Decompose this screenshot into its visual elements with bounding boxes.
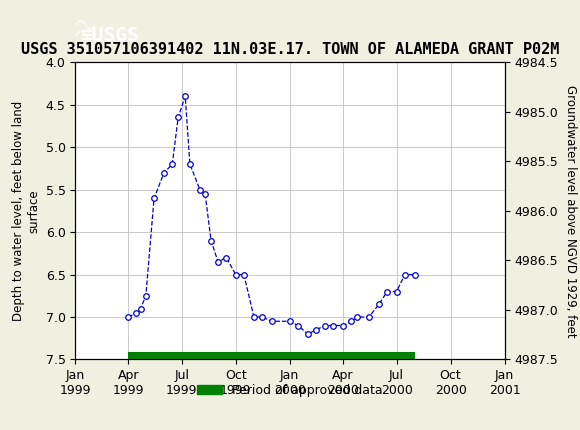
Text: ≡USGS: ≡USGS [79, 26, 139, 45]
Legend: Period of approved data: Period of approved data [192, 379, 388, 402]
Y-axis label: Groundwater level above NGVD 1929, feet: Groundwater level above NGVD 1929, feet [564, 85, 577, 337]
Y-axis label: Depth to water level, feet below land
surface: Depth to water level, feet below land su… [12, 101, 40, 321]
Title: USGS 351057106391402 11N.03E.17. TOWN OF ALAMEDA GRANT P02M: USGS 351057106391402 11N.03E.17. TOWN OF… [21, 42, 559, 57]
Bar [128, 352, 415, 359]
